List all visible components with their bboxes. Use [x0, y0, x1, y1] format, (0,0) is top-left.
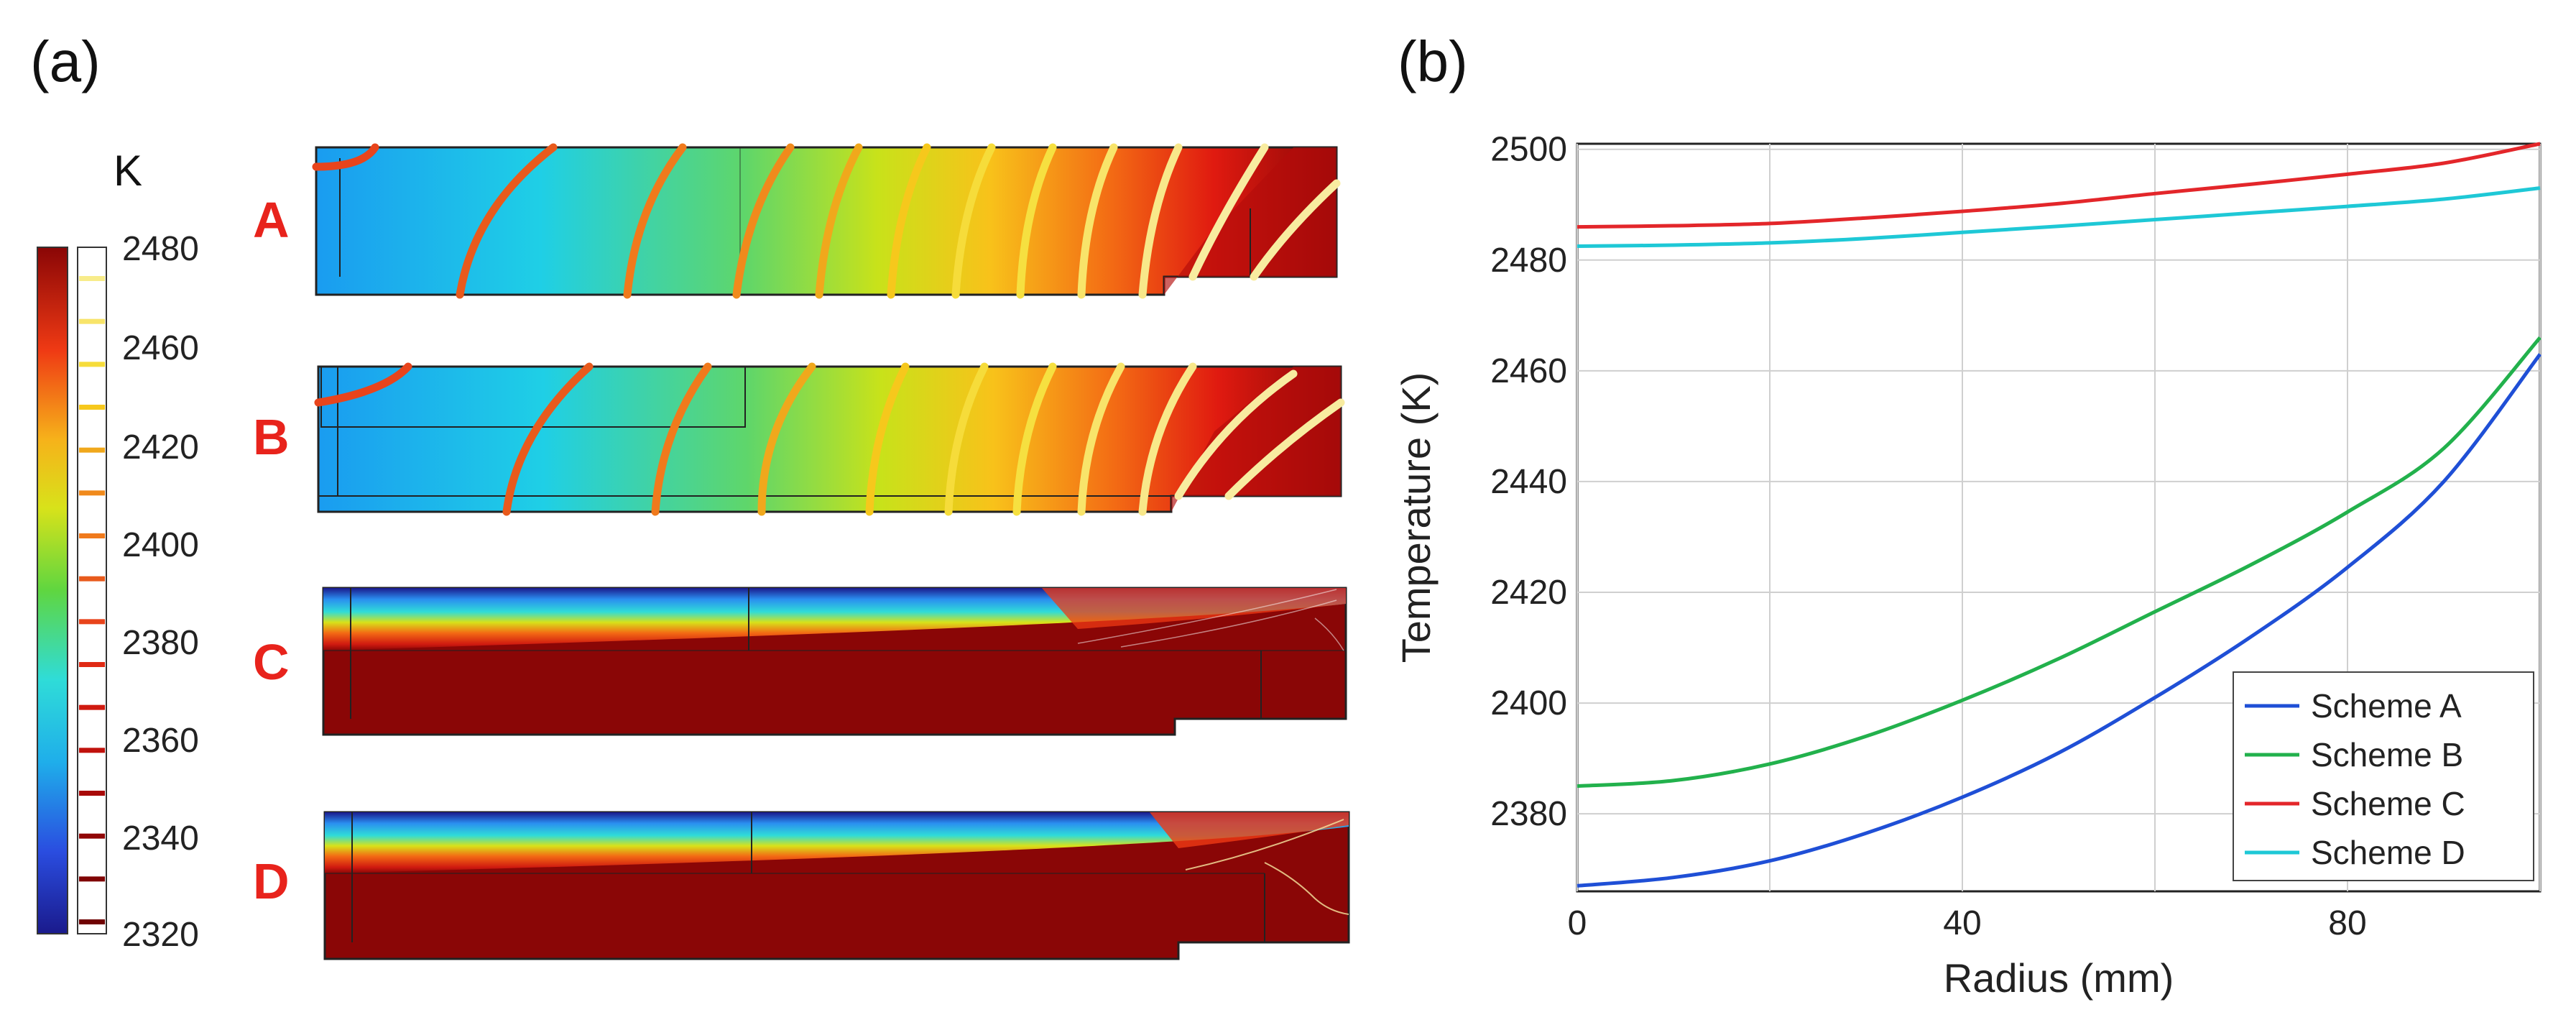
colorbar-contour-mark	[79, 318, 105, 324]
colorbar-contour-mark	[79, 662, 105, 667]
colorbar-contour-mark	[79, 748, 105, 753]
colorbar-contour-mark	[79, 919, 105, 924]
panel-b-label: (b)	[1398, 29, 1468, 93]
scheme-d-letter: D	[253, 853, 290, 909]
y-tick-2380: 2380	[1490, 795, 1567, 833]
colorbar-contour-mark	[79, 576, 105, 582]
scheme-a-field	[312, 143, 1341, 299]
y-tick-2480: 2480	[1490, 242, 1567, 280]
colorbar-tick-2400: 2400	[122, 526, 199, 564]
colorbar-tick-2460: 2460	[122, 329, 199, 367]
panel-a-label: (a)	[30, 29, 101, 93]
colorbar-contour-mark	[79, 362, 105, 367]
colorbar-ticks: 2480 2460 2420 2400 2380 2360 2340 2320	[122, 230, 199, 954]
colorbar-contour-mark	[79, 276, 105, 281]
colorbar-contour-mark	[79, 405, 105, 410]
x-tick-0: 0	[1568, 904, 1587, 942]
scheme-a-letter: A	[253, 192, 290, 248]
y-tick-2400: 2400	[1490, 684, 1567, 722]
legend: Scheme A Scheme B Scheme C Scheme D	[2233, 671, 2534, 881]
colorbar-contour-mark	[79, 876, 105, 882]
colorbar-contour-mark	[79, 704, 105, 710]
colorbar-tick-2420: 2420	[122, 428, 199, 467]
y-tick-2460: 2460	[1490, 352, 1567, 390]
series-line-scheme-c	[1576, 142, 2541, 229]
scheme-b-letter: B	[253, 409, 290, 465]
y-tick-2500: 2500	[1490, 131, 1567, 169]
series-line-scheme-b	[1576, 336, 2542, 789]
colorbar-gradient	[37, 247, 68, 934]
x-tick-40: 40	[1943, 904, 1981, 942]
y-axis-title: Temperature (K)	[1393, 372, 1439, 663]
colorbar-tick-2360: 2360	[122, 722, 199, 760]
y-tick-2440: 2440	[1490, 463, 1567, 501]
y-tick-labels: 2380 2400 2420 2440 2460 2480 2500	[1490, 131, 1567, 833]
series-lines	[1576, 142, 2542, 888]
line-chart: 2380 2400 2420 2440 2460 2480 2500 0 40 …	[1393, 131, 2542, 1001]
scheme-b-field	[314, 362, 1345, 516]
colorbar-tick-2320: 2320	[122, 916, 199, 954]
x-tick-labels: 0 40 80	[1568, 904, 2367, 942]
series-line-scheme-d	[1576, 186, 2541, 248]
colorbar-contour-mark	[79, 447, 105, 453]
legend-label-scheme-d: Scheme D	[2311, 834, 2465, 871]
scheme-d-field	[323, 811, 1350, 960]
series-line-scheme-a	[1576, 353, 2542, 888]
colorbar-tick-2340: 2340	[122, 819, 199, 858]
x-tick-80: 80	[2328, 904, 2366, 942]
colorbar-unit: K	[114, 147, 142, 195]
colorbar-contour-mark	[79, 833, 105, 839]
colorbar-contour-mark	[79, 791, 105, 796]
colorbar-contour-marks	[79, 276, 105, 924]
y-tick-2420: 2420	[1490, 574, 1567, 612]
x-axis-title: Radius (mm)	[1944, 955, 2174, 1001]
legend-label-scheme-b: Scheme B	[2311, 736, 2463, 773]
colorbar-contour-mark	[79, 533, 105, 538]
colorbar-contour-mark	[79, 490, 105, 496]
colorbar-contour-key	[77, 247, 107, 934]
legend-label-scheme-c: Scheme C	[2311, 785, 2465, 822]
scheme-c-letter: C	[253, 634, 290, 690]
scheme-c-field	[322, 587, 1347, 736]
colorbar-tick-2380: 2380	[122, 624, 199, 662]
legend-label-scheme-a: Scheme A	[2311, 687, 2462, 725]
colorbar-contour-mark	[79, 619, 105, 625]
colorbar-tick-2480: 2480	[122, 230, 199, 268]
